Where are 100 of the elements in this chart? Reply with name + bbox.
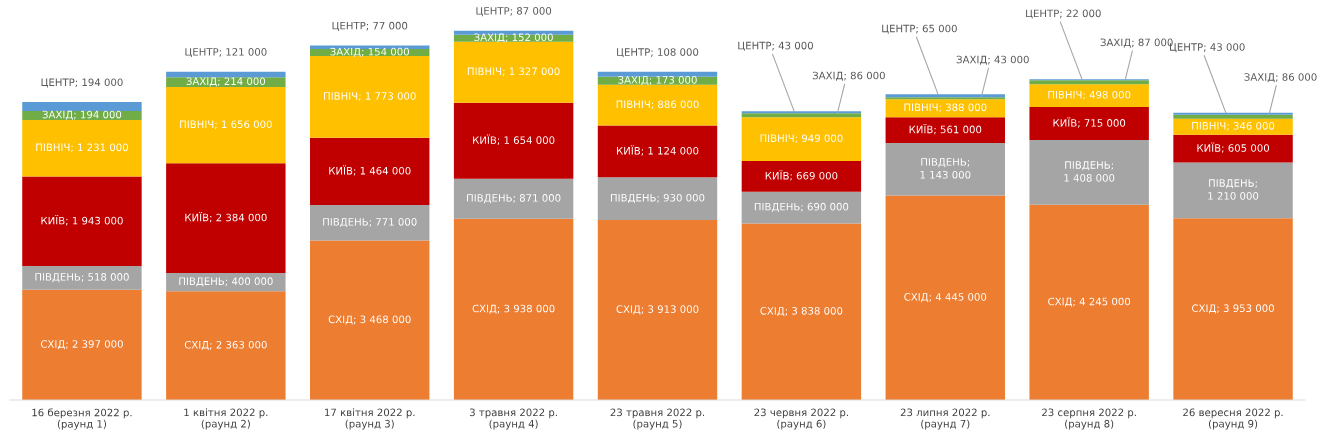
- bar: [166, 163, 286, 273]
- data-label: КИЇВ; 715 000: [1053, 117, 1126, 128]
- data-label: ЗАХІД; 194 000: [42, 110, 122, 120]
- data-label: ЗАХІД; 154 000: [330, 47, 409, 57]
- bar: [597, 125, 718, 178]
- data-label: ЗАХІД; 152 000: [474, 33, 553, 43]
- data-label: СХІД; 3 953 000: [1192, 304, 1274, 314]
- data-label: ПІВНІЧ; 346 000: [1192, 121, 1275, 131]
- data-label: ПІВДЕНЬ; 1 408 000: [1064, 161, 1115, 182]
- data-label: СХІД; 2 363 000: [184, 340, 267, 351]
- data-label: СХІД; 3 938 000: [472, 304, 555, 314]
- data-label: ЦЕНТР; 22 000: [1026, 9, 1101, 19]
- data-label: ЦЕНТР; 77 000: [332, 21, 408, 31]
- bar: [166, 71, 286, 78]
- bar: [1173, 114, 1293, 119]
- bar: [1173, 118, 1293, 135]
- bar: [1029, 139, 1149, 205]
- bar: [310, 240, 430, 400]
- bar: [597, 177, 718, 220]
- data-label: СХІД; 3 468 000: [328, 315, 411, 325]
- data-label: ЦЕНТР; 43 000: [738, 41, 813, 51]
- x-tick-label: 23 червня 2022 р. (раунд 6): [754, 408, 848, 430]
- bar: [741, 117, 862, 161]
- bar: [885, 195, 1005, 400]
- bar: [741, 191, 862, 224]
- data-label: ПІВНІЧ; 886 000: [616, 100, 699, 110]
- bar: [22, 176, 142, 266]
- data-label: КИЇВ; 605 000: [1197, 142, 1270, 153]
- bar: [885, 142, 1005, 196]
- bar: [741, 113, 862, 118]
- data-label: ПІВДЕНЬ; 871 000: [467, 194, 561, 204]
- data-label: ЦЕНТР; 108 000: [617, 48, 699, 58]
- bar: [166, 291, 286, 400]
- x-tick-label: 23 серпня 2022 р. (раунд 8): [1042, 408, 1136, 430]
- bar: [597, 84, 718, 126]
- data-label: ПІВНІЧ; 1 231 000: [36, 143, 128, 153]
- bar: [1173, 218, 1293, 400]
- data-label: ЗАХІД; 173 000: [618, 76, 697, 86]
- data-label: СХІД; 4 245 000: [1048, 297, 1131, 307]
- bar: [22, 265, 142, 290]
- bar: [453, 178, 574, 219]
- bar: [22, 119, 142, 177]
- bar: [453, 41, 574, 103]
- data-label: ПІВНІЧ; 1 327 000: [467, 67, 560, 77]
- bar: [453, 102, 574, 179]
- bar: [166, 87, 286, 164]
- data-label: ЗАХІД; 86 000: [1244, 73, 1317, 83]
- bar: [310, 205, 430, 241]
- x-tick-label: 26 вересня 2022 р. (раунд 9): [1183, 408, 1283, 430]
- data-label: СХІД; 4 445 000: [904, 293, 987, 303]
- bar: [885, 99, 1005, 118]
- data-label: КИЇВ; 1 464 000: [329, 165, 411, 176]
- data-label: ПІВДЕНЬ; 1 210 000: [1208, 179, 1259, 200]
- bar: [1029, 107, 1149, 140]
- data-label: ПІВНІЧ; 1 656 000: [180, 120, 272, 130]
- bar: [22, 289, 142, 400]
- x-tick-label: 16 березня 2022 р. (раунд 1): [32, 408, 132, 430]
- data-label: КИЇВ; 669 000: [765, 170, 838, 181]
- data-label: ПІВНІЧ; 1 773 000: [324, 92, 416, 101]
- data-label: КИЇВ; 1 654 000: [473, 134, 555, 146]
- bar: [885, 117, 1005, 143]
- data-label: ЗАХІД; 86 000: [812, 71, 885, 81]
- bar: [597, 220, 718, 400]
- data-label: ПІВДЕНЬ; 400 000: [179, 277, 273, 287]
- bar: [1029, 204, 1149, 400]
- bar: [22, 102, 142, 111]
- data-label: ПІВНІЧ; 388 000: [904, 103, 987, 113]
- data-label: ПІВДЕНЬ; 690 000: [754, 202, 849, 212]
- bar: [741, 160, 862, 192]
- bar: [741, 223, 862, 400]
- bar: [1173, 162, 1293, 219]
- data-label: ЦЕНТР; 65 000: [882, 24, 957, 34]
- data-label: ПІВНІЧ; 498 000: [1048, 90, 1131, 100]
- bar: [310, 137, 430, 205]
- bar: [1029, 80, 1149, 85]
- data-label: СХІД; 3 838 000: [760, 307, 843, 317]
- x-tick-label: 17 квітня 2022 р. (раунд 3): [325, 408, 415, 430]
- data-label: ПІВДЕНЬ; 930 000: [610, 193, 705, 203]
- data-label: СХІД; 3 913 000: [616, 305, 699, 315]
- data-label: КИЇВ; 1 943 000: [41, 215, 123, 226]
- data-label: ЦЕНТР; 194 000: [41, 78, 123, 88]
- x-tick-label: 23 липня 2022 р. (раунд 7): [900, 408, 990, 430]
- bar: [597, 71, 718, 77]
- data-label: ПІВДЕНЬ; 771 000: [323, 218, 417, 228]
- bar: [310, 56, 430, 138]
- bar: [453, 218, 574, 400]
- x-tick-label: 3 травня 2022 р. (раунд 4): [469, 408, 557, 430]
- data-label: ПІВДЕНЬ; 518 000: [35, 273, 129, 283]
- bar: [453, 30, 574, 35]
- data-label: СХІД; 2 397 000: [40, 340, 123, 350]
- data-label: ЗАХІД; 214 000: [186, 77, 266, 87]
- data-label: ЦЕНТР; 121 000: [185, 48, 267, 58]
- bar: [1173, 134, 1293, 163]
- data-label: ПІВДЕНЬ; 1 143 000: [920, 158, 971, 179]
- x-tick-label: 23 травня 2022 р. (раунд 5): [610, 408, 705, 430]
- data-label: ЗАХІД; 43 000: [956, 55, 1029, 65]
- bar: [1029, 84, 1149, 108]
- x-tick-label: 1 квітня 2022 р. (раунд 2): [184, 408, 268, 430]
- data-label: ПІВНІЧ; 949 000: [760, 134, 843, 144]
- data-label: КИЇВ; 2 384 000: [185, 211, 267, 223]
